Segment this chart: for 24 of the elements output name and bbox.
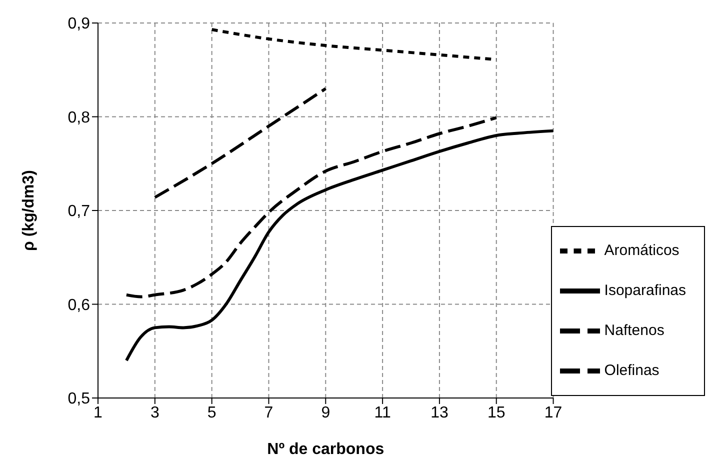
y-tick-label: 0,8 — [68, 109, 90, 126]
x-axis-title: Nº de carbonos — [267, 441, 384, 458]
x-tick-label: 17 — [544, 404, 562, 422]
x-tick-label: 13 — [430, 404, 448, 422]
x-tick-label: 3 — [150, 404, 160, 422]
x-tick-label: 11 — [374, 404, 391, 422]
legend-label: Olefinas — [604, 362, 660, 379]
x-tick-label: 1 — [94, 404, 103, 422]
line-series — [153, 87, 328, 199]
x-tick-label: 15 — [487, 404, 506, 422]
x-tick-label: 5 — [207, 404, 216, 422]
line-series — [124, 116, 498, 298]
line-series — [210, 28, 498, 62]
y-axis-title: ρ (kg/dm3) — [20, 170, 38, 252]
y-tick-label: 0,9 — [68, 16, 90, 33]
legend-label: Aromáticos — [604, 242, 680, 259]
legend-label: Isoparafinas — [604, 282, 686, 299]
y-tick-label: 0,7 — [68, 203, 90, 220]
x-tick-label: 9 — [321, 404, 330, 422]
y-tick-label: 0,5 — [68, 390, 90, 408]
line-series — [124, 129, 554, 362]
y-tick-label: 0,6 — [68, 296, 90, 314]
x-tick-label: 7 — [264, 404, 274, 422]
legend-label: Naftenos — [604, 322, 664, 339]
